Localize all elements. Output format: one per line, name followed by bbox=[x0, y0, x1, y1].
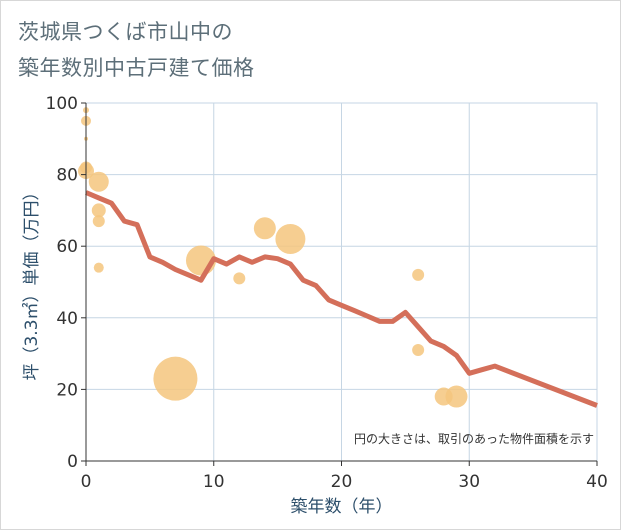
bubble-point bbox=[412, 268, 425, 281]
bubble-point bbox=[445, 385, 468, 408]
y-tick-label: 60 bbox=[56, 237, 78, 257]
x-tick-label: 20 bbox=[331, 472, 353, 492]
x-tick-label: 40 bbox=[586, 472, 608, 492]
bubble-point bbox=[93, 262, 104, 273]
average-price-line bbox=[85, 190, 598, 408]
bubble-point bbox=[253, 217, 276, 240]
bubble-point bbox=[233, 272, 246, 285]
y-tick-label: 100 bbox=[46, 94, 78, 114]
bubble-point bbox=[412, 344, 425, 357]
x-axis-title: 築年数（年） bbox=[291, 497, 393, 517]
chart-title-line-2: 築年数別中古戸建て価格 bbox=[18, 56, 255, 80]
bubble-point bbox=[275, 224, 306, 255]
x-tick-label: 10 bbox=[203, 472, 225, 492]
bubble-point bbox=[92, 215, 105, 228]
grid-lines bbox=[86, 102, 598, 461]
bubble-point bbox=[88, 171, 109, 192]
bubble-point bbox=[153, 356, 198, 401]
y-axis-title: 坪（3.3㎡）単価（万円） bbox=[22, 183, 42, 380]
chart-title: 茨城県つくば市山中の 築年数別中古戸建て価格 bbox=[18, 14, 255, 86]
y-tick-label: 20 bbox=[56, 380, 78, 400]
bubble-size-note: 円の大きさは、取引のあった物件面積を示す bbox=[354, 431, 594, 446]
y-tick-label: 80 bbox=[56, 166, 78, 186]
chart-title-line-1: 茨城県つくば市山中の bbox=[18, 20, 233, 44]
y-tick-label: 40 bbox=[56, 309, 78, 329]
bubble-point bbox=[91, 203, 106, 218]
axes: 0 10 20 30 40 0 20 40 60 80 100 bbox=[46, 94, 608, 492]
x-tick-label: 0 bbox=[81, 472, 92, 492]
y-tick-label: 0 bbox=[67, 452, 78, 472]
x-tick-label: 30 bbox=[458, 472, 480, 492]
